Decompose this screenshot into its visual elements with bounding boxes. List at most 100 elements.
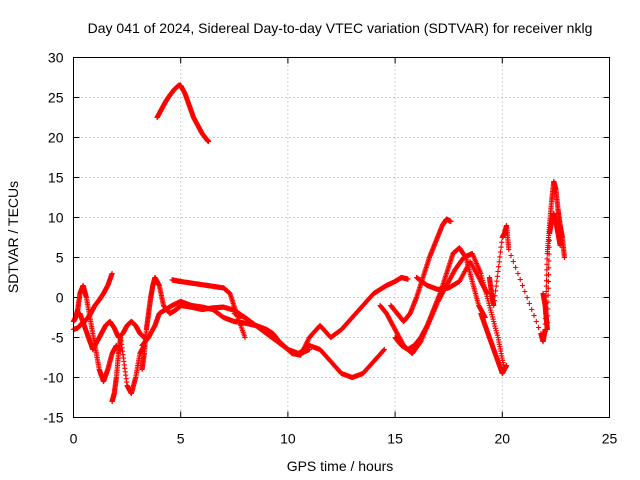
data-point [381,347,387,353]
data-point [546,244,552,250]
data-point [491,298,497,304]
data-point [489,314,496,320]
data-point [496,264,502,270]
data-point [495,268,501,275]
data-point [545,313,551,319]
data-point [497,249,504,255]
data-point [544,320,551,326]
data-point [478,270,484,277]
data-point [544,326,550,333]
data-point [488,307,494,313]
data-point [491,318,497,325]
y-tick-label: 10 [48,210,64,226]
x-tick-label: 25 [602,431,618,447]
data-point [497,254,503,260]
data-point [405,276,411,282]
y-axis-title: SDTVAR / TECUs [5,181,21,293]
y-tick-label: 15 [48,170,64,186]
data-point [381,346,387,353]
data-point [544,261,550,267]
x-tick-label: 20 [495,431,511,447]
plot-frame [73,57,610,418]
y-tick-label: -15 [43,410,63,426]
x-tick-label: 0 [70,431,78,447]
data-point [515,270,521,277]
data-point [491,302,497,309]
series-sat-l [388,216,454,325]
data-point [513,264,519,271]
series-sat-n [413,258,490,297]
chart-title: Day 041 of 2024, Sidereal Day-to-day VTE… [88,20,593,36]
data-point [496,259,502,265]
data-point [493,283,499,289]
data-point [517,276,523,283]
x-axis-title: GPS time / hours [287,458,394,474]
data-point [561,254,568,261]
y-tick-label: 30 [48,50,64,66]
data-point [533,318,539,325]
data-point [545,285,551,291]
data-point [510,258,516,265]
data-point [494,332,500,338]
data-point [546,265,552,271]
data-point [488,309,494,315]
data-point [494,330,500,336]
data-point [545,299,551,305]
data-point [546,251,552,257]
data-point [503,362,510,369]
data-point [522,288,528,295]
data-point [545,306,551,312]
data-point [526,300,533,307]
series-sat-p [486,178,568,345]
series-sat-a [70,282,119,385]
data-point [545,292,551,298]
data-point [485,298,491,304]
series-sat-g [169,277,248,341]
series-sat-j [281,274,411,358]
data-point [490,316,496,322]
data-point [492,293,498,299]
data-point [109,270,115,277]
data-point [519,282,526,289]
data-point [494,273,500,279]
data-point [492,325,499,331]
data-point [489,312,495,318]
data-point [531,312,537,319]
data-point [486,300,492,306]
data-point [499,239,505,245]
data-point [524,294,530,301]
data-point [487,305,493,311]
data-point [205,138,212,145]
data-point [546,258,552,264]
data-point [506,246,512,253]
data-point [557,242,563,249]
data-point [546,237,552,243]
data-point [448,218,454,225]
y-tick-label: -5 [51,330,64,346]
data-marks [70,82,568,405]
data-point [508,252,514,259]
y-tick-label: 0 [56,290,64,306]
y-tick-label: -10 [43,370,63,386]
data-point [494,278,500,284]
data-point [543,288,549,295]
series-sat-q [540,210,563,333]
series-sat-o [478,310,510,377]
series-sat-m [392,245,488,353]
series-sat-c [77,310,147,353]
data-point [535,324,542,331]
data-point [545,272,552,278]
data-point [492,323,498,329]
series-sat-h [154,82,212,145]
data-point [484,296,491,302]
y-tick-label: 25 [48,90,64,106]
data-point [493,328,499,334]
series-sat-d [109,334,147,405]
data-point [242,334,248,341]
y-tick-label: 20 [48,130,64,146]
data-point [491,321,497,327]
data-point [529,306,535,313]
grid-layer [73,57,610,418]
